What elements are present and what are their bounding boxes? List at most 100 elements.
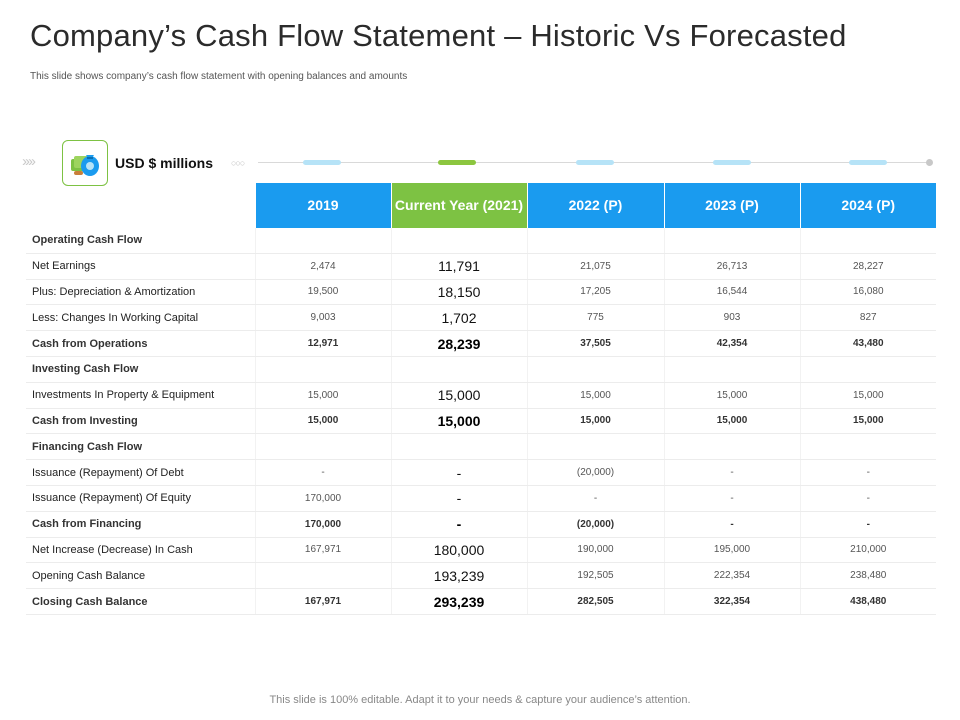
table-cell [254,433,391,461]
table-cell: 222,354 [663,562,800,590]
table-cell: 210,000 [799,537,936,564]
row-label: Less: Changes In Working Capital [26,304,255,332]
table-cell [254,228,391,254]
table-cell: - [390,485,527,512]
header-current-year: Current Year (2021) [390,183,527,228]
table-row: Cash from Investing 15,000 15,000 15,000 15,… [26,408,936,435]
table-cell: - [663,459,800,486]
table-header-row: 2019 Current Year (2021) 2022 (P) 2023 (… [26,183,936,228]
table-row: Operating Cash Flow [26,228,936,254]
table-cell: - [390,459,527,486]
row-label: Cash from Operations [26,330,255,357]
table-cell [390,356,527,383]
timeline-marker-current [438,160,476,165]
timeline-marker [713,160,751,165]
row-label: Opening Cash Balance [26,562,255,590]
table-cell: - [799,459,936,486]
table-row: Net Earnings 2,474 11,791 21,075 26,713 28,22… [26,253,936,280]
table-cell: 16,080 [799,279,936,306]
table-row: Issuance (Repayment) Of Debt - - (20,000) - - [26,459,936,486]
table-cell [663,433,800,461]
table-row: Less: Changes In Working Capital 9,003 1,7… [26,304,936,332]
table-cell: 170,000 [254,485,391,512]
header-blank [26,183,255,228]
table-cell: 827 [799,304,936,332]
table-cell: 15,000 [390,382,527,409]
chevrons-decoration: ›››› [22,153,36,170]
table-cell [799,433,936,461]
table-cell: - [663,511,800,538]
table-cell: 15,000 [663,408,800,435]
table-cell: 15,000 [390,408,527,435]
table-cell: 15,000 [526,408,664,435]
row-label: Issuance (Repayment) Of Debt [26,459,255,486]
table-cell: 18,150 [390,279,527,306]
row-label: Cash from Investing [26,408,255,435]
table-cell [254,356,391,383]
table-row: Plus: Depreciation & Amortization 19,500 1… [26,279,936,306]
table-cell: 17,205 [526,279,664,306]
table-cell [526,228,664,254]
dots-decoration: ○○○ [231,158,245,168]
row-label: Investing Cash Flow [26,356,255,383]
table-row: Closing Cash Balance 167,971 293,239 282,50… [26,588,936,615]
table-cell: 43,480 [799,330,936,357]
table-cell: 15,000 [254,382,391,409]
table-cell: 775 [526,304,664,332]
page-subtitle: This slide shows company’s cash flow sta… [30,71,408,82]
header-2019: 2019 [254,183,391,228]
table-cell: 180,000 [390,537,527,564]
table-cell: 37,505 [526,330,664,357]
table-cell: 19,500 [254,279,391,306]
table-cell: 26,713 [663,253,800,280]
table-row: Investing Cash Flow [26,356,936,383]
table-cell: - [390,511,527,538]
timeline-marker [849,160,887,165]
footer-note: This slide is 100% editable. Adapt it to… [269,694,691,706]
row-label: Plus: Depreciation & Amortization [26,279,255,306]
table-row: Investments In Property & Equipment 15,00… [26,382,936,409]
row-label: Operating Cash Flow [26,228,255,254]
table-cell: 193,239 [390,562,527,590]
table-cell: 15,000 [254,408,391,435]
table-cell: 16,544 [663,279,800,306]
row-label: Financing Cash Flow [26,433,255,461]
table-cell: 21,075 [526,253,664,280]
table-cell: 190,000 [526,537,664,564]
unit-label: USD $ millions [115,155,214,171]
table-cell [526,433,664,461]
table-cell [663,356,800,383]
table-cell: 167,971 [254,588,391,615]
table-cell: 293,239 [390,588,527,615]
row-label: Net Earnings [26,253,255,280]
table-row: Issuance (Repayment) Of Equity 170,000- - -… [26,485,936,512]
table-cell: 438,480 [799,588,936,615]
row-label: Net Increase (Decrease) In Cash [26,537,255,564]
table-cell: 11,791 [390,253,527,280]
table-cell [526,356,664,383]
table-cell: 167,971 [254,537,391,564]
table-cell: 170,000 [254,511,391,538]
table-cell: 322,354 [663,588,800,615]
header-2023: 2023 (P) [663,183,800,228]
table-cell: 42,354 [663,330,800,357]
table-cell: 15,000 [526,382,664,409]
row-label: Cash from Financing [26,511,255,538]
table-cell: 192,505 [526,562,664,590]
table-row: Opening Cash Balance 193,239 192,505 222,35… [26,562,936,590]
table-cell: 2,474 [254,253,391,280]
timeline-end-dot [926,159,933,166]
table-cell: 15,000 [799,408,936,435]
header-2024: 2024 (P) [799,183,936,228]
table-cell [799,356,936,383]
table-cell [390,228,527,254]
page-title: Company’s Cash Flow Statement – Historic… [30,18,847,53]
table-cell: 15,000 [799,382,936,409]
table-cell: (20,000) [526,511,664,538]
table-cell: 9,003 [254,304,391,332]
table-cell: 28,227 [799,253,936,280]
table-cell: 15,000 [663,382,800,409]
table-cell: - [526,485,664,512]
table-cell: 903 [663,304,800,332]
cash-flow-table: 2019 Current Year (2021) 2022 (P) 2023 (… [26,183,936,615]
